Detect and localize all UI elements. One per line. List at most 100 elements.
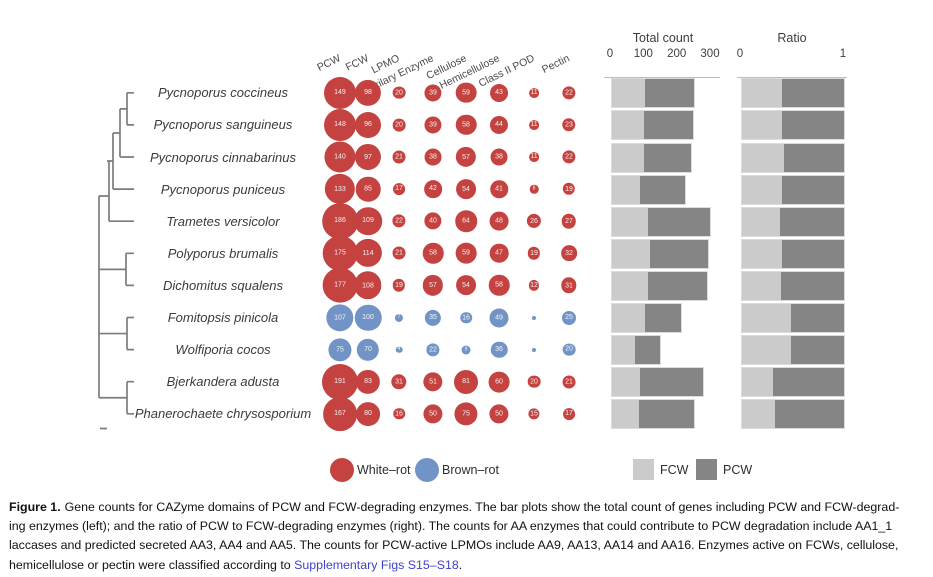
bar-segment-pcw	[648, 207, 711, 236]
bar-segment-fcw	[741, 79, 783, 108]
bar-segment-pcw	[782, 239, 845, 268]
bar-segment-fcw	[612, 143, 645, 172]
bar-segment-fcw	[741, 368, 773, 397]
count-bubble: 40	[424, 212, 442, 230]
caption-line-2: ing enzymes (left); and the ratio of PCW…	[9, 519, 893, 534]
ratio-bar	[740, 110, 846, 141]
count-bubble: 81	[454, 369, 478, 394]
count-bubble: 16	[393, 408, 405, 420]
count-bubble: 31	[391, 373, 407, 390]
count-bubble: 20	[527, 375, 541, 389]
count-bubble: 7	[394, 313, 404, 322]
figure-number-label: Figure 1.	[9, 500, 61, 514]
bar-segment-fcw	[741, 271, 781, 300]
count-bubble: 167	[323, 396, 357, 431]
species-label: Pycnoporus sanguineus	[153, 117, 293, 133]
count-bubble: 70	[356, 338, 380, 361]
total-count-axis-line	[604, 77, 720, 78]
count-bubble: 12	[528, 280, 540, 291]
total-count-bar	[611, 399, 696, 430]
count-bubble: 27	[561, 213, 577, 229]
species-label: Pycnoporus puniceus	[160, 181, 286, 197]
ratio-bar	[740, 142, 846, 173]
count-bubble	[532, 315, 536, 320]
bar-segment-fcw	[612, 207, 649, 236]
count-bubble: 21	[392, 246, 406, 260]
count-bubble: 19	[527, 247, 541, 260]
bar-segment-pcw	[639, 368, 704, 397]
species-label: Bjerkandera adusta	[166, 374, 280, 390]
species-label: Pycnoporus cinnabarinus	[150, 149, 296, 165]
count-bubble: 17	[563, 407, 575, 420]
species-label: Phanerochaete chrysosporium	[134, 406, 312, 422]
count-bubble: 39	[424, 116, 442, 134]
count-bubble: 11	[529, 87, 539, 98]
brown-rot-legend-icon	[415, 458, 439, 482]
supplementary-figs-link[interactable]: Supplementary Figs S15–S18	[294, 557, 459, 572]
caption-line-3: laccases and predicted secreted AA3, AA4…	[9, 538, 899, 553]
bar-segment-pcw	[791, 336, 845, 365]
bar-segment-pcw	[645, 304, 681, 332]
ratio-bar	[740, 206, 846, 237]
bar-segment-fcw	[741, 304, 792, 332]
figure-caption: Figure 1. Gene counts for CAZyme domains …	[9, 498, 929, 575]
count-bubble: 19	[562, 182, 576, 196]
fcw-legend-label: FCW	[660, 463, 689, 477]
ratio-bar	[740, 367, 846, 398]
count-bubble: 50	[423, 404, 443, 424]
count-bubble: 38	[490, 148, 508, 166]
count-bubble: 109	[354, 207, 382, 235]
bar-segment-fcw	[741, 239, 783, 268]
count-bubble: 148	[324, 108, 356, 141]
count-bubble: 20	[562, 343, 576, 356]
bar-segment-pcw	[774, 400, 845, 429]
total-count-tick-0: 0	[606, 48, 614, 60]
total-count-tick-300: 300	[700, 48, 720, 60]
count-bubble: 98	[354, 79, 382, 106]
count-bubble: 21	[392, 150, 406, 164]
count-bubble: 42	[424, 180, 442, 198]
caption-line-4: hemicellulose or pectin were classified …	[9, 556, 929, 575]
bar-segment-pcw	[644, 143, 691, 172]
total-count-bar	[611, 78, 696, 109]
count-bubble: 41	[490, 180, 508, 198]
bar-segment-fcw	[741, 336, 792, 365]
count-bubble: 44	[489, 115, 509, 134]
count-bubble: 108	[354, 271, 382, 300]
caption-line-1: Figure 1. Gene counts for CAZyme domains …	[9, 498, 929, 517]
total-count-bar	[611, 110, 695, 141]
count-bubble: 149	[323, 76, 357, 109]
count-bubble: 11	[529, 152, 539, 162]
count-bubble: 100	[354, 304, 382, 331]
bar-segment-pcw	[780, 271, 845, 300]
ratio-axis-line	[737, 77, 847, 78]
white-rot-legend-label: White–rot	[357, 463, 411, 477]
species-label: Fomitopsis pinicola	[167, 310, 279, 325]
count-bubble: 9	[461, 345, 471, 355]
bar-segment-fcw	[741, 175, 782, 204]
species-label: Polyporus brumalis	[167, 245, 279, 261]
bar-segment-fcw	[741, 400, 775, 429]
ratio-tick-0: 0	[736, 48, 744, 60]
count-bubble: 133	[324, 173, 356, 205]
count-bubble: 48	[489, 211, 509, 231]
ratio-bar	[740, 78, 846, 109]
fcw-legend-swatch	[633, 459, 654, 480]
count-bubble: 83	[355, 369, 381, 394]
bar-segment-pcw	[648, 271, 707, 300]
brown-rot-legend-label: Brown–rot	[442, 463, 499, 477]
count-bubble	[532, 347, 536, 352]
count-bubble: 22	[562, 86, 576, 100]
species-label: Wolfiporia cocos	[175, 342, 271, 358]
ratio-title: Ratio	[777, 31, 807, 45]
count-bubble: 50	[489, 404, 509, 424]
total-count-bar	[611, 174, 686, 205]
count-bubble: 26	[526, 214, 542, 229]
bar-segment-fcw	[612, 400, 639, 429]
ratio-bar	[740, 174, 846, 205]
species-label: Pycnoporus coccineus	[157, 85, 289, 101]
total-count-tick-100: 100	[633, 48, 653, 60]
count-bubble: 97	[354, 143, 382, 171]
bar-segment-fcw	[612, 336, 636, 365]
total-count-title: Total count	[632, 31, 694, 45]
